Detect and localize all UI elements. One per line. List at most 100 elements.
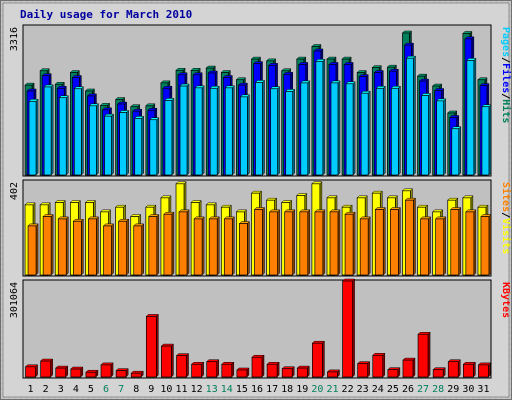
- x-tick-label: 13: [206, 384, 218, 395]
- x-tick-label: 15: [236, 384, 248, 395]
- chart-title: Daily usage for March 2010: [20, 8, 192, 21]
- x-tick-label: 9: [148, 384, 154, 395]
- x-tick-label: 2: [43, 384, 49, 395]
- bar-pages-day-28: [436, 100, 445, 176]
- x-tick-label: 8: [133, 384, 139, 395]
- bar-sites-day-31: [480, 216, 490, 276]
- bar-kbytes-day-21: [327, 371, 338, 378]
- x-tick-label: 11: [175, 384, 187, 395]
- bar-kbytes-day-6: [100, 364, 112, 378]
- y-max-label: 301064: [9, 282, 20, 318]
- bar-pages-day-10: [164, 100, 173, 176]
- bar-sites-day-5: [88, 218, 97, 276]
- bar-kbytes-day-24: [372, 354, 384, 378]
- bar-kbytes-day-4: [70, 368, 82, 378]
- y-max-label: 402: [9, 182, 20, 200]
- bar-pages-day-30: [466, 60, 475, 176]
- bar-kbytes-day-1: [25, 366, 36, 378]
- bar-kbytes-day-20: [312, 342, 323, 378]
- bar-pages-day-20: [315, 60, 324, 176]
- legend-pages: Pages: [500, 27, 511, 57]
- x-tick-label: 18: [281, 384, 293, 395]
- legend-separator: /: [500, 93, 511, 99]
- bar-kbytes-day-31: [478, 364, 489, 378]
- bar-kbytes-day-22: [342, 280, 353, 378]
- legend: Sites/Visits: [500, 182, 512, 254]
- x-tick-label: 14: [221, 384, 233, 395]
- bar-pages-day-18: [285, 91, 294, 176]
- x-tick-label: 28: [432, 384, 444, 395]
- x-tick-label: 19: [296, 384, 308, 395]
- bar-sites-day-8: [133, 225, 143, 276]
- bar-kbytes-day-7: [115, 370, 127, 378]
- bar-sites-day-3: [57, 218, 67, 276]
- bar-kbytes-day-10: [161, 345, 172, 378]
- bar-pages-day-19: [300, 82, 309, 176]
- bar-kbytes-day-25: [387, 369, 399, 378]
- legend-visits: Visits: [500, 218, 512, 254]
- bar-kbytes-day-11: [176, 355, 187, 378]
- x-tick-label: 24: [372, 384, 384, 395]
- bar-pages-day-23: [360, 92, 369, 176]
- legend: KBytes: [500, 282, 511, 318]
- bar-kbytes-day-5: [85, 371, 97, 378]
- bar-pages-day-31: [481, 106, 490, 176]
- bar-kbytes-day-27: [417, 333, 429, 378]
- legend-separator: /: [500, 212, 511, 218]
- bar-sites-day-23: [359, 218, 369, 276]
- x-tick-label: 17: [266, 384, 278, 395]
- bar-kbytes-day-15: [236, 369, 248, 378]
- bar-sites-day-7: [118, 220, 127, 276]
- x-tick-label: 27: [417, 384, 429, 395]
- bar-pages-day-13: [209, 87, 218, 176]
- x-tick-label: 29: [447, 384, 459, 395]
- bar-pages-day-7: [119, 112, 127, 176]
- bar-sites-day-9: [148, 216, 158, 276]
- bar-sites-day-29: [450, 209, 460, 276]
- bar-kbytes-day-23: [357, 363, 369, 378]
- bar-sites-day-19: [299, 211, 309, 276]
- bar-pages-day-4: [73, 88, 82, 176]
- legend: Pages/Files/Hits: [500, 27, 512, 123]
- bar-pages-day-15: [240, 96, 248, 176]
- bar-sites-day-21: [329, 211, 339, 276]
- bar-kbytes-day-16: [251, 356, 263, 378]
- series-pages: [28, 55, 492, 176]
- bar-pages-day-17: [270, 88, 278, 176]
- bar-pages-day-16: [255, 82, 263, 176]
- legend-separator: /: [500, 57, 511, 63]
- x-tick-label: 6: [103, 384, 109, 395]
- bar-sites-day-24: [374, 209, 384, 276]
- x-tick-label: 3: [58, 384, 64, 395]
- bar-sites-day-12: [193, 218, 203, 276]
- x-tick-label: 30: [462, 384, 474, 395]
- legend-sites: Sites: [500, 182, 512, 212]
- bar-kbytes-day-13: [206, 361, 218, 378]
- bar-sites-day-16: [254, 209, 263, 276]
- bar-pages-day-9: [149, 119, 158, 176]
- bar-pages-day-2: [43, 86, 52, 176]
- bar-sites-day-14: [223, 218, 233, 276]
- x-tick-label: 16: [251, 384, 263, 395]
- bar-kbytes-day-28: [432, 369, 444, 378]
- bar-kbytes-day-19: [296, 367, 308, 378]
- bar-sites-day-10: [163, 213, 173, 276]
- bar-sites-day-20: [314, 211, 324, 276]
- bar-kbytes-day-9: [145, 316, 157, 378]
- x-tick-label: 22: [342, 384, 354, 395]
- bar-kbytes-day-17: [266, 363, 278, 378]
- bar-sites-day-26: [405, 199, 414, 276]
- bar-sites-day-6: [103, 225, 112, 276]
- x-tick-label: 26: [402, 384, 414, 395]
- bar-pages-day-22: [345, 83, 354, 176]
- bar-sites-day-28: [435, 218, 445, 276]
- series-kbytes: [24, 278, 492, 378]
- bar-kbytes-day-12: [191, 363, 202, 378]
- bar-pages-day-1: [28, 100, 37, 176]
- bar-sites-day-4: [72, 220, 82, 276]
- bar-sites-day-13: [208, 218, 218, 276]
- y-max-label: 3316: [9, 27, 20, 51]
- legend-files: Files: [500, 63, 512, 93]
- bar-pages-day-29: [451, 128, 460, 176]
- bar-kbytes-day-14: [221, 363, 233, 378]
